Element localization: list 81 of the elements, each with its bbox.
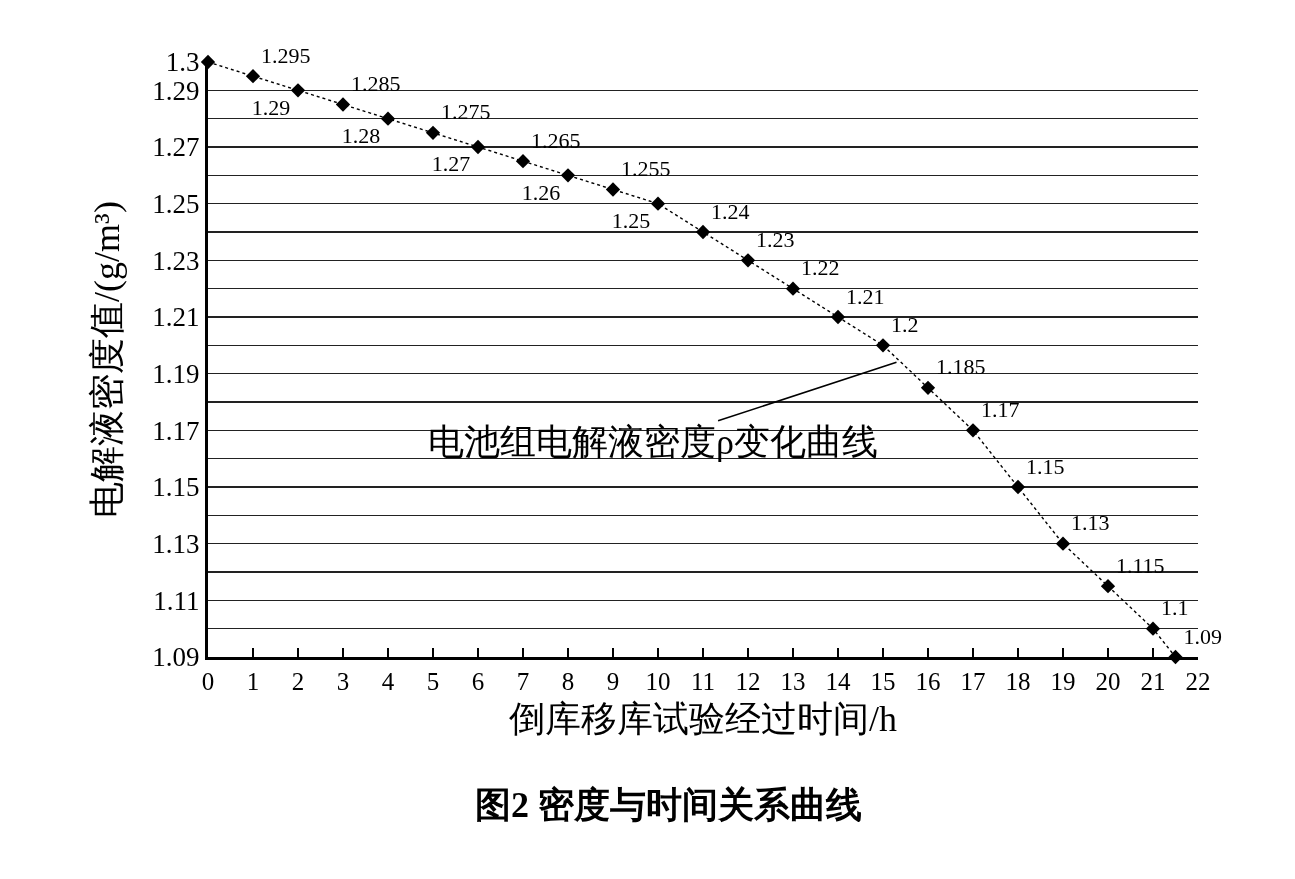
x-tick-label: 2: [291, 668, 305, 695]
data-label: 1.185: [935, 354, 986, 380]
x-tick-label: 13: [780, 668, 806, 695]
point: [740, 253, 756, 268]
point: [1100, 579, 1116, 594]
x-tick-label: 10: [645, 668, 671, 695]
x-tick-label: 22: [1185, 668, 1211, 695]
point: [1010, 479, 1026, 495]
point: [560, 168, 576, 183]
x-tick-label: 20: [1095, 668, 1121, 695]
data-label: 1.25: [611, 208, 651, 234]
point: [1145, 621, 1161, 636]
x-tick-label: 0: [201, 668, 215, 695]
data-label: 1.29: [251, 94, 291, 120]
y-tick-label: 1.21: [152, 302, 200, 333]
x-axis-title: 倒库移库试验经过时间/h: [508, 698, 898, 739]
x-tick-label: 14: [825, 668, 851, 695]
y-tick-label: 1.27: [152, 132, 200, 163]
data-label: 1.21: [845, 283, 885, 309]
point: [920, 380, 936, 395]
data-label: 1.2: [890, 311, 919, 337]
caption: 图2 密度与时间关系曲线: [475, 785, 862, 825]
point: [1055, 536, 1071, 551]
y-tick-label: 1.17: [152, 415, 200, 446]
x-tick-label: 16: [915, 668, 941, 695]
x-tick-label: 18: [1005, 668, 1031, 695]
x-tick-label: 9: [606, 668, 620, 695]
x-tick-label: 1: [246, 668, 260, 695]
point: [335, 97, 351, 112]
y-tick-label: 1.15: [152, 472, 200, 503]
y-tick-label: 1.29: [152, 75, 200, 106]
y-tick-label: 1.19: [152, 359, 200, 390]
data-label: 1.28: [341, 123, 381, 149]
x-tick-label: 21: [1140, 668, 1166, 695]
point: [830, 309, 846, 325]
data-label: 1.09: [1183, 623, 1222, 649]
x-tick-label: 5: [426, 668, 440, 695]
x-tick-label: 7: [516, 668, 530, 695]
y-tick-label: 1.23: [152, 245, 200, 276]
point: [875, 338, 891, 353]
point: [200, 54, 216, 70]
y-tick-label: 1.3: [165, 47, 200, 78]
x-tick-label: 11: [690, 668, 716, 695]
y-tick-label: 1.11: [153, 585, 200, 616]
data-label: 1.24: [710, 198, 750, 224]
data-label: 1.295: [260, 42, 311, 68]
data-label: 1.13: [1070, 510, 1110, 536]
point: [695, 224, 711, 240]
data-label: 1.23: [755, 226, 795, 252]
point: [785, 281, 801, 296]
data-label: 1.15: [1025, 453, 1065, 479]
y-tick-label: 1.25: [152, 189, 200, 220]
point: [245, 69, 261, 84]
point: [605, 182, 621, 197]
point: [515, 154, 531, 169]
data-label: 1.1: [1160, 595, 1189, 621]
point: [470, 139, 486, 155]
data-label: 1.22: [800, 255, 840, 281]
x-tick-label: 17: [960, 668, 986, 695]
data-label: 1.27: [431, 151, 471, 177]
x-tick-label: 15: [870, 668, 896, 695]
point: [425, 125, 441, 140]
x-tick-label: 12: [735, 668, 761, 695]
x-tick-label: 19: [1050, 668, 1076, 695]
point: [290, 83, 306, 98]
data-label: 1.26: [521, 179, 561, 205]
data-label: 1.275: [440, 99, 491, 125]
y-tick-label: 1.09: [152, 642, 200, 673]
x-tick-label: 3: [336, 668, 350, 695]
data-label: 1.285: [350, 71, 401, 97]
point: [965, 423, 981, 438]
x-tick-label: 6: [471, 668, 485, 695]
y-tick-label: 1.13: [152, 529, 200, 560]
data-label: 1.255: [620, 156, 671, 182]
point: [650, 196, 666, 211]
y-axis-title: 电解液密度值/(g/m³): [87, 201, 128, 518]
x-tick-label: 4: [381, 668, 395, 695]
point: [380, 111, 396, 126]
x-tick-label: 8: [561, 668, 575, 695]
annotation: 电池组电解液密度ρ变化曲线: [428, 422, 878, 462]
data-label: 1.17: [980, 396, 1020, 422]
